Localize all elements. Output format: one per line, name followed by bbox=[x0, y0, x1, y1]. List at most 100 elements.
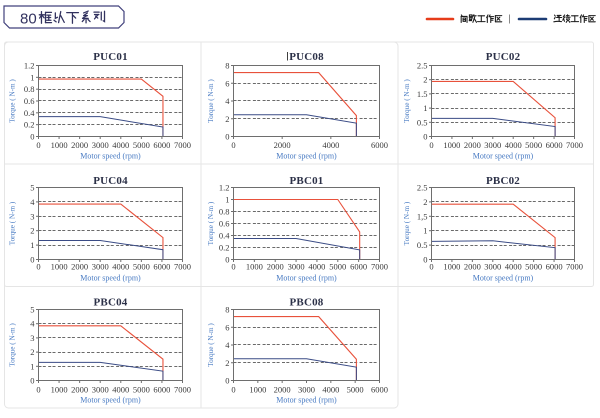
svg-text:2: 2 bbox=[30, 347, 34, 357]
svg-text:3000: 3000 bbox=[92, 262, 109, 272]
svg-text:2: 2 bbox=[30, 226, 34, 236]
svg-text:0: 0 bbox=[36, 262, 40, 272]
svg-text:5: 5 bbox=[30, 183, 34, 193]
svg-text:5000: 5000 bbox=[525, 262, 542, 272]
svg-text:0.4: 0.4 bbox=[219, 231, 230, 241]
svg-text:1: 1 bbox=[30, 72, 34, 82]
svg-text:0.8: 0.8 bbox=[24, 84, 35, 94]
svg-text:1.2: 1.2 bbox=[24, 61, 35, 71]
svg-text:Motor speed (rpm): Motor speed (rpm) bbox=[80, 396, 141, 405]
svg-text:1: 1 bbox=[423, 226, 427, 236]
svg-text:7000: 7000 bbox=[566, 262, 583, 272]
svg-text:4: 4 bbox=[225, 96, 230, 106]
svg-text:4: 4 bbox=[225, 340, 230, 350]
svg-text:0: 0 bbox=[423, 255, 427, 265]
svg-text:2: 2 bbox=[225, 114, 229, 124]
svg-text:Torque ( N-m ): Torque ( N-m ) bbox=[403, 201, 411, 245]
svg-text:Motor speed (rpm): Motor speed (rpm) bbox=[473, 274, 534, 283]
svg-text:6: 6 bbox=[225, 322, 229, 332]
svg-text:4000: 4000 bbox=[112, 140, 129, 150]
svg-text:6000: 6000 bbox=[350, 262, 367, 272]
svg-text:7000: 7000 bbox=[174, 384, 191, 394]
svg-text:Motor speed (rpm): Motor speed (rpm) bbox=[80, 152, 141, 161]
svg-text:Torque ( N-m ): Torque ( N-m ) bbox=[9, 201, 17, 245]
svg-text:6000: 6000 bbox=[546, 262, 563, 272]
svg-text:2.5: 2.5 bbox=[417, 61, 428, 71]
svg-text:2: 2 bbox=[423, 75, 427, 85]
svg-text:4000: 4000 bbox=[505, 140, 522, 150]
svg-text:0: 0 bbox=[225, 255, 229, 265]
svg-text:2: 2 bbox=[423, 197, 427, 207]
svg-text:0.2: 0.2 bbox=[24, 120, 35, 130]
svg-text:5000: 5000 bbox=[525, 140, 542, 150]
svg-text:6000: 6000 bbox=[153, 262, 170, 272]
svg-text:0.5: 0.5 bbox=[417, 117, 428, 127]
svg-text:PBC08: PBC08 bbox=[290, 297, 324, 309]
svg-text:Motor speed (rpm): Motor speed (rpm) bbox=[276, 396, 337, 405]
svg-text:Torque ( N-m ): Torque ( N-m ) bbox=[9, 79, 17, 123]
svg-text:2000: 2000 bbox=[274, 384, 291, 394]
svg-text:0: 0 bbox=[225, 132, 229, 142]
svg-text:0: 0 bbox=[231, 140, 235, 150]
svg-text:0.4: 0.4 bbox=[24, 108, 35, 118]
svg-text:1: 1 bbox=[423, 103, 427, 113]
svg-text:5000: 5000 bbox=[133, 262, 150, 272]
svg-text:0: 0 bbox=[225, 376, 229, 386]
svg-text:1000: 1000 bbox=[249, 384, 266, 394]
svg-text:7000: 7000 bbox=[566, 140, 583, 150]
svg-text:4000: 4000 bbox=[112, 262, 129, 272]
svg-text:2000: 2000 bbox=[274, 140, 291, 150]
svg-text:1.2: 1.2 bbox=[219, 183, 230, 193]
svg-text:80: 80 bbox=[20, 11, 37, 28]
svg-text:3000: 3000 bbox=[92, 140, 109, 150]
svg-text:Torque ( N-m ): Torque ( N-m ) bbox=[207, 79, 215, 123]
svg-text:0.2: 0.2 bbox=[219, 243, 230, 253]
svg-text:0: 0 bbox=[231, 262, 235, 272]
svg-text:0: 0 bbox=[36, 140, 40, 150]
svg-text:3000: 3000 bbox=[484, 140, 501, 150]
svg-text:6: 6 bbox=[225, 78, 229, 88]
svg-text:PBC04: PBC04 bbox=[94, 297, 128, 309]
svg-text:6000: 6000 bbox=[371, 384, 388, 394]
svg-text:1: 1 bbox=[30, 240, 34, 250]
svg-text:4000: 4000 bbox=[505, 262, 522, 272]
svg-text:1000: 1000 bbox=[443, 262, 460, 272]
svg-text:1: 1 bbox=[30, 361, 34, 371]
svg-text:1000: 1000 bbox=[246, 262, 263, 272]
svg-text:1000: 1000 bbox=[51, 384, 68, 394]
svg-text:2: 2 bbox=[225, 358, 229, 368]
svg-text:2000: 2000 bbox=[267, 262, 284, 272]
svg-text:PUC08: PUC08 bbox=[289, 51, 324, 63]
svg-text:0: 0 bbox=[231, 384, 235, 394]
svg-text:PUC04: PUC04 bbox=[93, 175, 128, 187]
svg-text:4: 4 bbox=[30, 319, 35, 329]
svg-text:0: 0 bbox=[36, 384, 40, 394]
svg-text:2000: 2000 bbox=[464, 262, 481, 272]
svg-text:Torque ( N-m ): Torque ( N-m ) bbox=[403, 79, 411, 123]
svg-text:4000: 4000 bbox=[308, 262, 325, 272]
svg-text:4000: 4000 bbox=[112, 384, 129, 394]
svg-text:0: 0 bbox=[30, 255, 34, 265]
svg-text:3000: 3000 bbox=[298, 384, 315, 394]
svg-text:1: 1 bbox=[225, 195, 229, 205]
svg-text:0: 0 bbox=[429, 262, 433, 272]
svg-text:4000: 4000 bbox=[322, 384, 339, 394]
svg-text:3000: 3000 bbox=[92, 384, 109, 394]
svg-text:0: 0 bbox=[423, 132, 427, 142]
svg-text:PBC01: PBC01 bbox=[290, 175, 324, 187]
svg-text:Motor speed (rpm): Motor speed (rpm) bbox=[276, 274, 337, 283]
svg-text:Motor speed (rpm): Motor speed (rpm) bbox=[473, 152, 534, 161]
svg-text:5000: 5000 bbox=[329, 262, 346, 272]
svg-text:0.5: 0.5 bbox=[417, 240, 428, 250]
svg-text:Motor speed (rpm): Motor speed (rpm) bbox=[80, 274, 141, 283]
svg-text:5000: 5000 bbox=[347, 384, 364, 394]
svg-text:5: 5 bbox=[30, 305, 34, 315]
svg-text:Torque ( N-m ): Torque ( N-m ) bbox=[207, 323, 215, 367]
svg-text:0.8: 0.8 bbox=[219, 207, 230, 217]
svg-text:7000: 7000 bbox=[174, 262, 191, 272]
svg-text:8: 8 bbox=[225, 61, 229, 71]
svg-text:0.6: 0.6 bbox=[219, 219, 230, 229]
svg-text:6000: 6000 bbox=[371, 140, 388, 150]
svg-text:2000: 2000 bbox=[71, 262, 88, 272]
svg-text:2000: 2000 bbox=[464, 140, 481, 150]
